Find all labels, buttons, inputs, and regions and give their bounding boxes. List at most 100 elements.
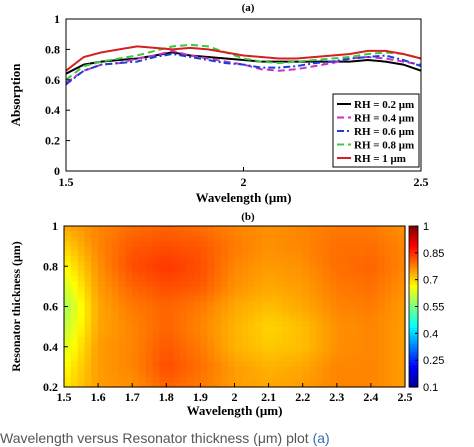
colorbar-segment — [409, 376, 418, 380]
heatmap-cell — [254, 321, 263, 328]
heatmap-cell — [166, 361, 174, 368]
heatmap-cell — [132, 371, 140, 378]
heatmap-cell — [193, 351, 201, 358]
heatmap-cell — [159, 276, 167, 282]
heatmap-cell — [227, 256, 236, 262]
heatmap-cell — [309, 286, 317, 293]
heatmap-cell — [248, 301, 256, 308]
heatmap-cell — [91, 251, 99, 257]
heatmap-cell — [248, 341, 256, 348]
heatmap-cell — [214, 316, 222, 323]
heatmap-cell — [179, 301, 188, 308]
colorbar-segment — [409, 338, 418, 342]
heatmap-cell — [350, 261, 358, 267]
heatmap-cell — [289, 261, 297, 267]
heatmap-cell — [152, 266, 161, 272]
heatmap-cell — [200, 241, 208, 247]
heatmap-cell — [200, 361, 208, 368]
heatmap-cell — [104, 276, 113, 282]
heatmap-cell — [214, 276, 222, 282]
heatmap-cell — [302, 281, 311, 287]
heatmap-cell — [166, 266, 174, 272]
heatmap-cell — [350, 301, 358, 308]
heatmap-cell — [98, 286, 106, 293]
heatmap-cell — [377, 356, 386, 363]
heatmap-cell — [152, 321, 161, 328]
heatmap-cell — [234, 356, 242, 363]
heatmap-cell — [241, 371, 249, 378]
heatmap-cell — [159, 291, 167, 298]
heatmap-cell — [364, 376, 372, 383]
heatmap-cell — [234, 251, 242, 257]
heatmap-cell — [118, 311, 126, 318]
heatmap-cell — [370, 361, 379, 368]
heatmap-cell — [364, 381, 372, 388]
heatmap-cell — [200, 376, 208, 383]
heatmap-cell — [289, 306, 297, 313]
x-tick-label: 2.3 — [329, 390, 344, 404]
heatmap-cell — [289, 236, 297, 242]
heatmap-cell — [166, 241, 174, 247]
heatmap-cell — [145, 346, 154, 353]
colorbar-segment — [409, 336, 418, 340]
heatmap-cell — [343, 271, 352, 277]
heatmap-cell — [364, 291, 372, 298]
heatmap-cell — [207, 286, 215, 293]
heatmap-cell — [139, 281, 147, 287]
heatmap-cell — [316, 311, 324, 318]
heatmap-cell — [70, 266, 79, 272]
heatmap-cell — [84, 351, 92, 358]
heatmap-cell — [323, 341, 331, 348]
heatmap-cell — [370, 226, 379, 232]
heatmap-cell — [323, 306, 331, 313]
heatmap-cell — [357, 376, 365, 383]
colorbar-segment — [409, 279, 418, 283]
heatmap-cell — [104, 301, 113, 308]
heatmap-cell — [377, 231, 386, 237]
heatmap-cell — [186, 331, 195, 338]
heatmap-cell — [329, 311, 338, 318]
heatmap-cell — [370, 281, 379, 287]
heatmap-cell — [70, 366, 79, 373]
heatmap-cell — [275, 241, 283, 247]
heatmap-cell — [152, 286, 161, 293]
heatmap-cell — [84, 346, 92, 353]
heatmap-cell — [302, 296, 311, 303]
heatmap-cell — [350, 346, 358, 353]
heatmap-cell — [398, 311, 406, 318]
heatmap-cell — [186, 231, 195, 237]
heatmap-cell — [248, 376, 256, 383]
heatmap-cell — [104, 256, 113, 262]
heatmap-cell — [193, 291, 201, 298]
heatmap-cell — [77, 336, 86, 343]
heatmap-cell — [159, 311, 167, 318]
heatmap-cell — [173, 341, 181, 348]
heatmap-cell — [159, 231, 167, 237]
heatmap-cell — [370, 356, 379, 363]
heatmap-cell — [173, 376, 181, 383]
heatmap-cell — [179, 326, 188, 333]
heatmap-cell — [125, 351, 133, 358]
heatmap-cell — [282, 231, 290, 237]
heatmap-cell — [91, 236, 99, 242]
heatmap-cell — [398, 296, 406, 303]
heatmap-cell — [91, 246, 99, 252]
heatmap-cell — [64, 251, 72, 257]
heatmap-cell — [384, 296, 392, 303]
heatmap-cell — [173, 331, 181, 338]
heatmap-cell — [329, 361, 338, 368]
heatmap-cell — [302, 321, 311, 328]
caption-link[interactable]: (a) — [312, 430, 330, 446]
heatmap-cell — [77, 286, 86, 293]
heatmap-cell — [227, 286, 236, 293]
colorbar-segment — [409, 327, 418, 332]
heatmap-cell — [261, 251, 270, 257]
heatmap-cell — [261, 301, 270, 308]
heatmap-cell — [111, 351, 120, 358]
heatmap-cell — [275, 331, 283, 338]
heatmap-cell — [391, 351, 399, 358]
heatmap-cell — [336, 271, 345, 277]
heatmap-cell — [398, 301, 406, 308]
heatmap-cell — [370, 316, 379, 323]
heatmap-cell — [166, 306, 174, 313]
